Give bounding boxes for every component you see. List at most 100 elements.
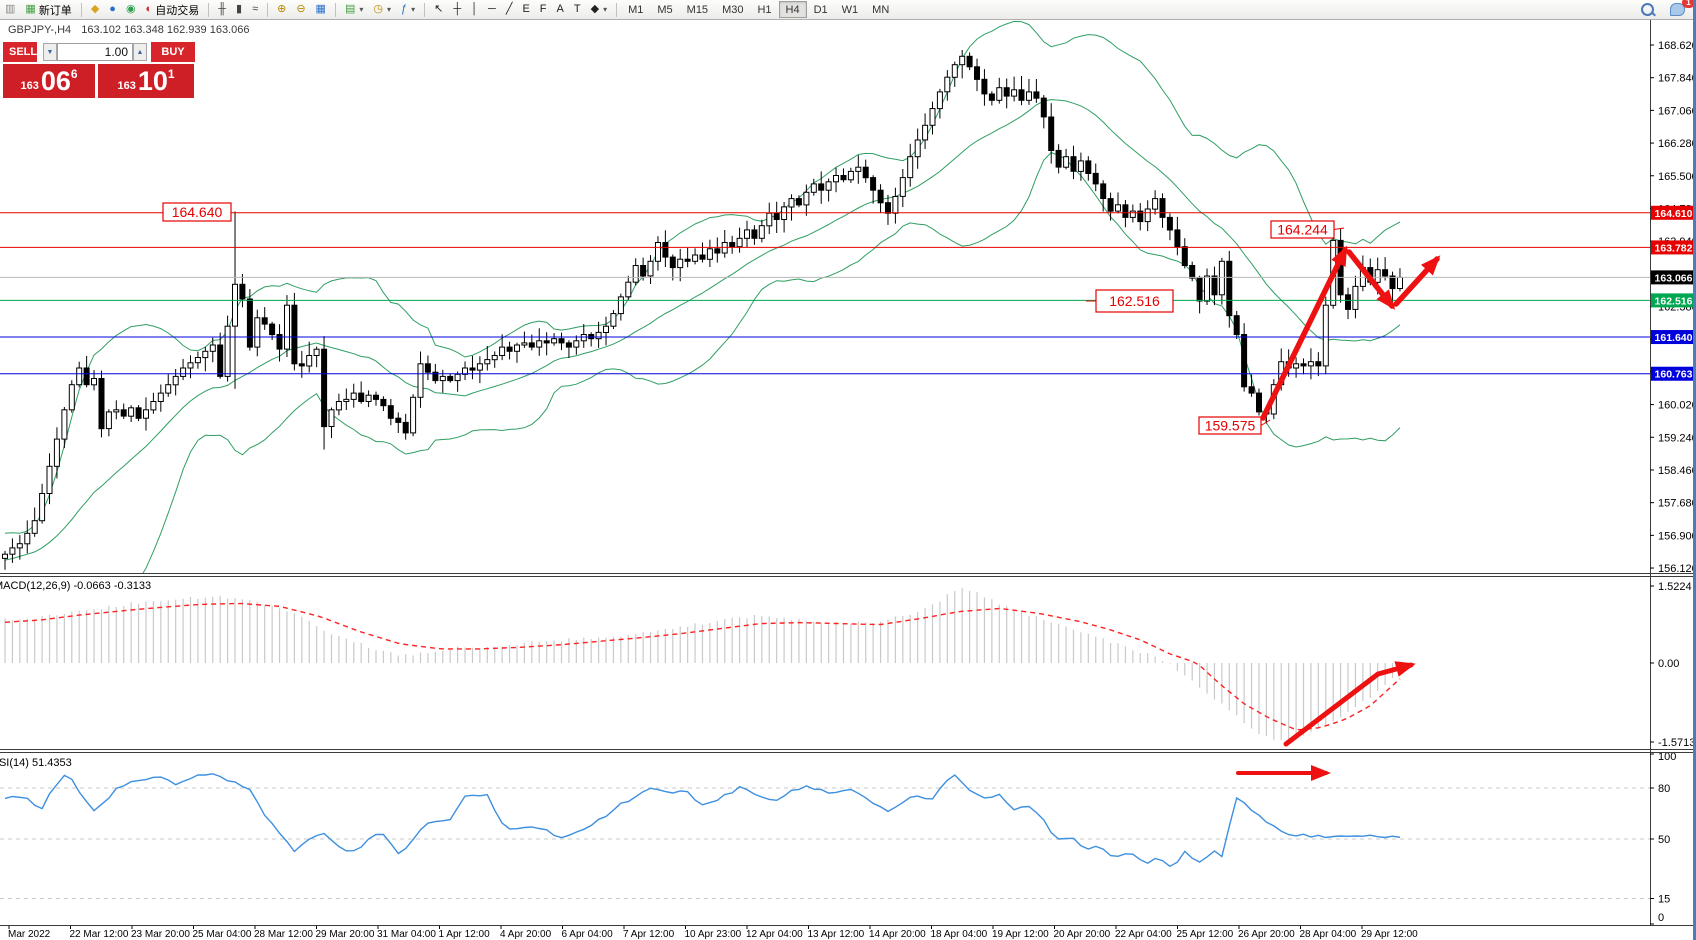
arrows-icon[interactable]: ◆ ▾: [586, 1, 612, 18]
ohlc-values: 163.102 163.348 162.939 163.066: [81, 24, 250, 36]
community-icon[interactable]: ●: [104, 1, 121, 18]
hline-icon[interactable]: ─: [483, 1, 501, 18]
timeframe-m1[interactable]: M1: [621, 1, 650, 18]
horizontal-level-lines[interactable]: [0, 212, 1650, 375]
time-axis: Mar 2022 22 Mar 12:00 23 Mar 20:00 25 Mar 0…: [8, 926, 1418, 940]
toolbar-separator: [424, 2, 426, 17]
volume-decrease-button[interactable]: ▼: [43, 43, 57, 61]
new-order-button[interactable]: ▦ 新订单: [20, 1, 76, 18]
toolbar-buttons: ▥ ▦ 新订单 ◆ ● ◉ ◐ 自动交易 ╫ ▮ ≈ ⊕ ⊖ ▦ ▤ ▾ ◷ ▾ ƒ ▾ ↖ ┼ │ ─ ╱ E F A T ◆ ▾ M1 M5…: [0, 0, 1636, 19]
svg-text:12 Apr 04:00: 12 Apr 04:00: [746, 929, 803, 940]
crosshair-icon[interactable]: ┼: [448, 1, 466, 18]
sell-price-button[interactable]: 163 06 6: [3, 64, 95, 98]
channel-icon[interactable]: E: [517, 1, 534, 18]
svg-text:18 Apr 04:00: 18 Apr 04:00: [931, 929, 988, 940]
price-badge: 161.640: [1651, 330, 1696, 345]
svg-text:28 Mar 12:00: 28 Mar 12:00: [254, 929, 313, 940]
svg-text:31 Mar 04:00: 31 Mar 04:00: [377, 929, 436, 940]
timeframe-m30[interactable]: M30: [715, 1, 750, 18]
period-icon[interactable]: ◷ ▾: [368, 1, 396, 18]
macd-indicator: [4, 588, 1401, 741]
timeframe-h4[interactable]: H4: [778, 1, 807, 18]
svg-text:162.516: 162.516: [1655, 295, 1693, 307]
signals-icon[interactable]: ◉: [121, 1, 141, 18]
panel-separators[interactable]: [0, 573, 1696, 926]
annotation-arrows[interactable]: [1236, 245, 1441, 781]
toolbar-separator: [208, 2, 210, 17]
autotrade-button[interactable]: ◐ 自动交易: [141, 1, 205, 18]
svg-text:23 Mar 20:00: 23 Mar 20:00: [131, 929, 190, 940]
app-icon[interactable]: ▥: [0, 1, 20, 18]
rsi-label: RSI(14) 51.4353: [0, 757, 72, 769]
sell-price-pip: 6: [70, 67, 78, 81]
svg-text:20 Apr 20:00: 20 Apr 20:00: [1054, 929, 1111, 940]
chart-price-labels[interactable]: 164.640 164.244 162.516 159.575: [162, 202, 1345, 435]
svg-text:1.5224: 1.5224: [1658, 581, 1692, 593]
market-icon[interactable]: ◆: [86, 1, 104, 18]
buy-price-button[interactable]: 163 10 1: [98, 64, 194, 98]
buy-price-main: 10: [137, 65, 168, 96]
svg-text:1 Apr 12:00: 1 Apr 12:00: [439, 929, 491, 940]
trendline-icon[interactable]: ╱: [501, 1, 518, 18]
label-icon[interactable]: T: [569, 1, 586, 18]
svg-text:159.240: 159.240: [1658, 432, 1696, 444]
volume-increase-button[interactable]: ▲: [133, 43, 147, 61]
svg-text:163.066: 163.066: [1655, 272, 1693, 284]
sell-price-prefix: 163: [20, 80, 39, 92]
svg-text:6 Apr 04:00: 6 Apr 04:00: [562, 929, 614, 940]
timeframe-m5[interactable]: M5: [650, 1, 679, 18]
toolbar-separator: [334, 2, 336, 17]
svg-text:163.782: 163.782: [1655, 242, 1693, 254]
toolbar-separator: [267, 2, 269, 17]
price-badge: 163.782: [1651, 240, 1696, 255]
one-click-trading-panel: SELL ▼ ▲ BUY 163 06 6 163 10 1: [3, 42, 197, 98]
svg-text:0: 0: [1658, 912, 1664, 924]
svg-text:7 Apr 12:00: 7 Apr 12:00: [623, 929, 675, 940]
zoom-out-icon[interactable]: ⊖: [291, 1, 310, 18]
bar-chart-icon[interactable]: ╫: [213, 1, 231, 18]
svg-text:80: 80: [1658, 783, 1670, 795]
svg-text:29 Apr 12:00: 29 Apr 12:00: [1361, 929, 1418, 940]
buy-price-prefix: 163: [117, 80, 136, 92]
notification-badge: 1: [1682, 0, 1695, 8]
svg-text:157.680: 157.680: [1658, 498, 1696, 510]
line-chart-icon[interactable]: ≈: [247, 1, 263, 18]
tile-windows-icon[interactable]: ▦: [311, 1, 331, 18]
candlestick-icon[interactable]: ▮: [231, 1, 247, 18]
svg-text:-1.5713: -1.5713: [1658, 737, 1695, 749]
buy-button[interactable]: BUY: [151, 42, 195, 62]
text-icon[interactable]: A: [552, 1, 569, 18]
svg-text:25 Mar 04:00: 25 Mar 04:00: [193, 929, 252, 940]
notifications-icon[interactable]: 1: [1665, 0, 1695, 19]
svg-text:4 Apr 20:00: 4 Apr 20:00: [500, 929, 552, 940]
timeframe-w1[interactable]: W1: [835, 1, 866, 18]
search-icon[interactable]: [1636, 0, 1659, 19]
cursor-icon[interactable]: ↖: [429, 1, 448, 18]
fibonacci-icon[interactable]: F: [535, 1, 552, 18]
svg-text:15: 15: [1658, 894, 1670, 906]
price-badge: 160.763: [1651, 366, 1696, 381]
price-badge: 163.066: [1651, 270, 1696, 285]
vline-icon[interactable]: │: [466, 1, 483, 18]
new-chart-icon[interactable]: ▤ ▾: [340, 1, 368, 18]
window-edge: [1693, 0, 1696, 940]
price-axis: 168.620167.840167.060166.280165.500164.7…: [1650, 20, 1696, 925]
indicators-icon[interactable]: ƒ ▾: [396, 1, 420, 18]
rsi-line: [4, 773, 1401, 868]
sell-button[interactable]: SELL: [3, 42, 37, 62]
volume-input[interactable]: [57, 43, 133, 61]
bollinger-bands: [4, 20, 1401, 574]
timeframe-h1[interactable]: H1: [750, 1, 778, 18]
svg-text:50: 50: [1658, 834, 1670, 846]
timeframe-d1[interactable]: D1: [807, 1, 835, 18]
macd-label: MACD(12,26,9) -0.0663 -0.3133: [0, 580, 151, 592]
sell-price-main: 06: [40, 65, 71, 96]
svg-text:25 Apr 12:00: 25 Apr 12:00: [1177, 929, 1234, 940]
timeframe-mn[interactable]: MN: [865, 1, 896, 18]
svg-text:167.840: 167.840: [1658, 73, 1696, 85]
svg-text:158.460: 158.460: [1658, 465, 1696, 477]
svg-text:22 Apr 04:00: 22 Apr 04:00: [1115, 929, 1172, 940]
zoom-in-icon[interactable]: ⊕: [272, 1, 291, 18]
timeframe-m15[interactable]: M15: [680, 1, 715, 18]
